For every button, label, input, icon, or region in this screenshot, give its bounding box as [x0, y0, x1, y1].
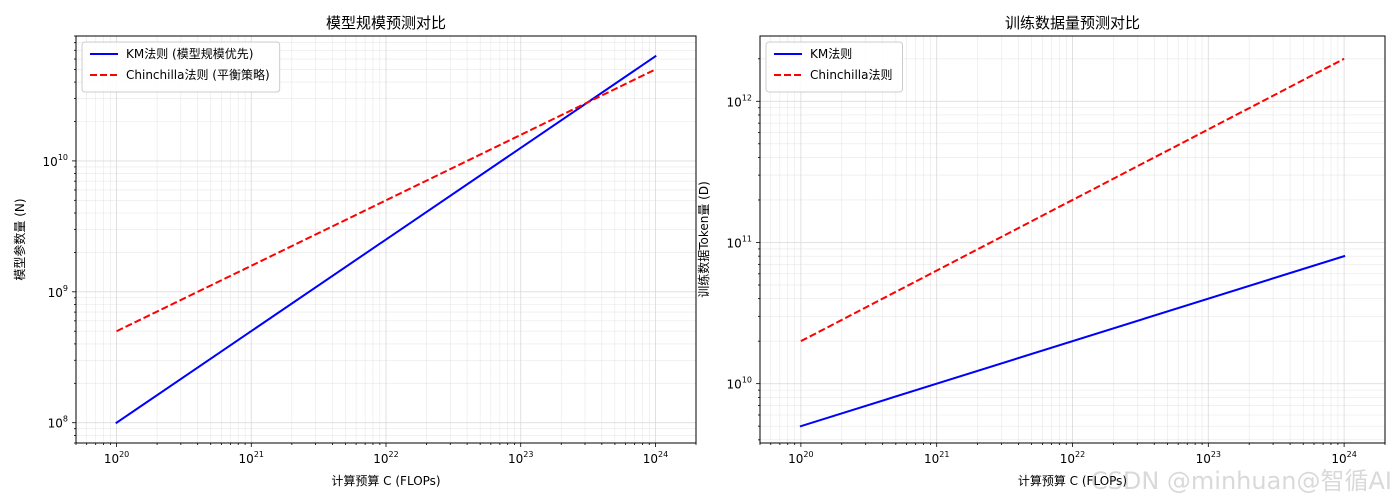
legend-label: KM法则 (模型规模优先) [126, 46, 253, 61]
legend-box [81, 41, 281, 93]
x-tick-label: 1021 [924, 450, 949, 466]
x-tick-label: 1020 [104, 450, 129, 466]
tick-base: 10 [788, 452, 803, 466]
tick-exponent: 8 [63, 415, 68, 424]
tick-base: 10 [1196, 452, 1211, 466]
y-tick-label: 108 [48, 415, 68, 431]
x-tick-label: 1023 [1196, 450, 1221, 466]
tick-exponent: 24 [658, 450, 668, 459]
tick-base: 10 [48, 417, 63, 431]
tick-exponent: 21 [254, 450, 264, 459]
x-tick-label: 1024 [643, 450, 668, 466]
tick-exponent: 12 [742, 93, 752, 102]
legend-label: KM法则 [810, 47, 852, 61]
tick-exponent: 23 [1211, 450, 1221, 459]
legend: KM法则 (模型规模优先) Chinchilla法则 (平衡策略) [81, 41, 281, 93]
tick-exponent: 10 [58, 153, 68, 162]
chart-title: 训练数据量预测对比 [1005, 14, 1140, 32]
tick-base: 10 [727, 95, 742, 109]
chart-title: 模型规模预测对比 [326, 14, 446, 32]
tick-base: 10 [48, 286, 63, 300]
legend-label: Chinchilla法则 (平衡策略) [126, 67, 270, 82]
y-axis-label: 模型参数量 (N) [12, 198, 27, 280]
x-tick-label: 1020 [788, 450, 813, 466]
tick-base: 10 [924, 452, 939, 466]
x-axis-label: 计算预算 C (FLOPs) [331, 473, 440, 488]
legend: KM法则 Chinchilla法则 [765, 41, 903, 93]
tick-exponent: 20 [803, 450, 813, 459]
grid [759, 36, 1386, 443]
series-line-km [115, 54, 657, 425]
y-tick-label: 109 [48, 284, 68, 300]
x-tick-label: 1022 [1060, 450, 1085, 466]
tick-exponent: 23 [523, 450, 533, 459]
y-tick-label: 1012 [727, 93, 752, 109]
y-tick-label: 1010 [727, 376, 752, 392]
y-tick-label: 1011 [727, 234, 752, 250]
tick-base: 10 [508, 452, 523, 466]
tick-base: 10 [43, 155, 58, 169]
tick-base: 10 [727, 236, 742, 250]
tick-base: 10 [104, 452, 119, 466]
x-tick-label: 1024 [1331, 450, 1356, 466]
tick-base: 10 [727, 378, 742, 392]
x-axis-label: 计算预算 C (FLOPs) [1018, 473, 1127, 488]
tick-exponent: 10 [742, 376, 752, 385]
tick-exponent: 9 [63, 284, 68, 293]
tick-exponent: 11 [742, 234, 752, 243]
tick-base: 10 [1060, 452, 1075, 466]
x-tick-label: 1022 [373, 450, 398, 466]
series-group [799, 57, 1346, 428]
legend-label: Chinchilla法则 [810, 68, 892, 82]
series-group [115, 54, 657, 425]
series-line-km [799, 254, 1346, 428]
tick-exponent: 24 [1347, 450, 1357, 459]
x-tick-label: 1021 [239, 450, 264, 466]
tick-exponent: 20 [119, 450, 129, 459]
tick-base: 10 [643, 452, 658, 466]
y-axis-label: 训练数据Token量 (D) [696, 181, 711, 298]
x-tick-label: 1023 [508, 450, 533, 466]
tick-exponent: 22 [1075, 450, 1085, 459]
tick-base: 10 [239, 452, 254, 466]
tick-base: 10 [373, 452, 388, 466]
chart-2: 1020 1021 1022 1023 1024101010111012训练数据量预测对… [696, 14, 1386, 488]
y-tick-label: 1010 [43, 153, 68, 169]
tick-exponent: 22 [389, 450, 399, 459]
series-line-chinchilla [800, 57, 1345, 343]
chart-1: 1020 1021 1022 1023 10241081091010模型规模预测对比计算… [12, 14, 697, 488]
tick-exponent: 21 [939, 450, 949, 459]
tick-base: 10 [1331, 452, 1346, 466]
